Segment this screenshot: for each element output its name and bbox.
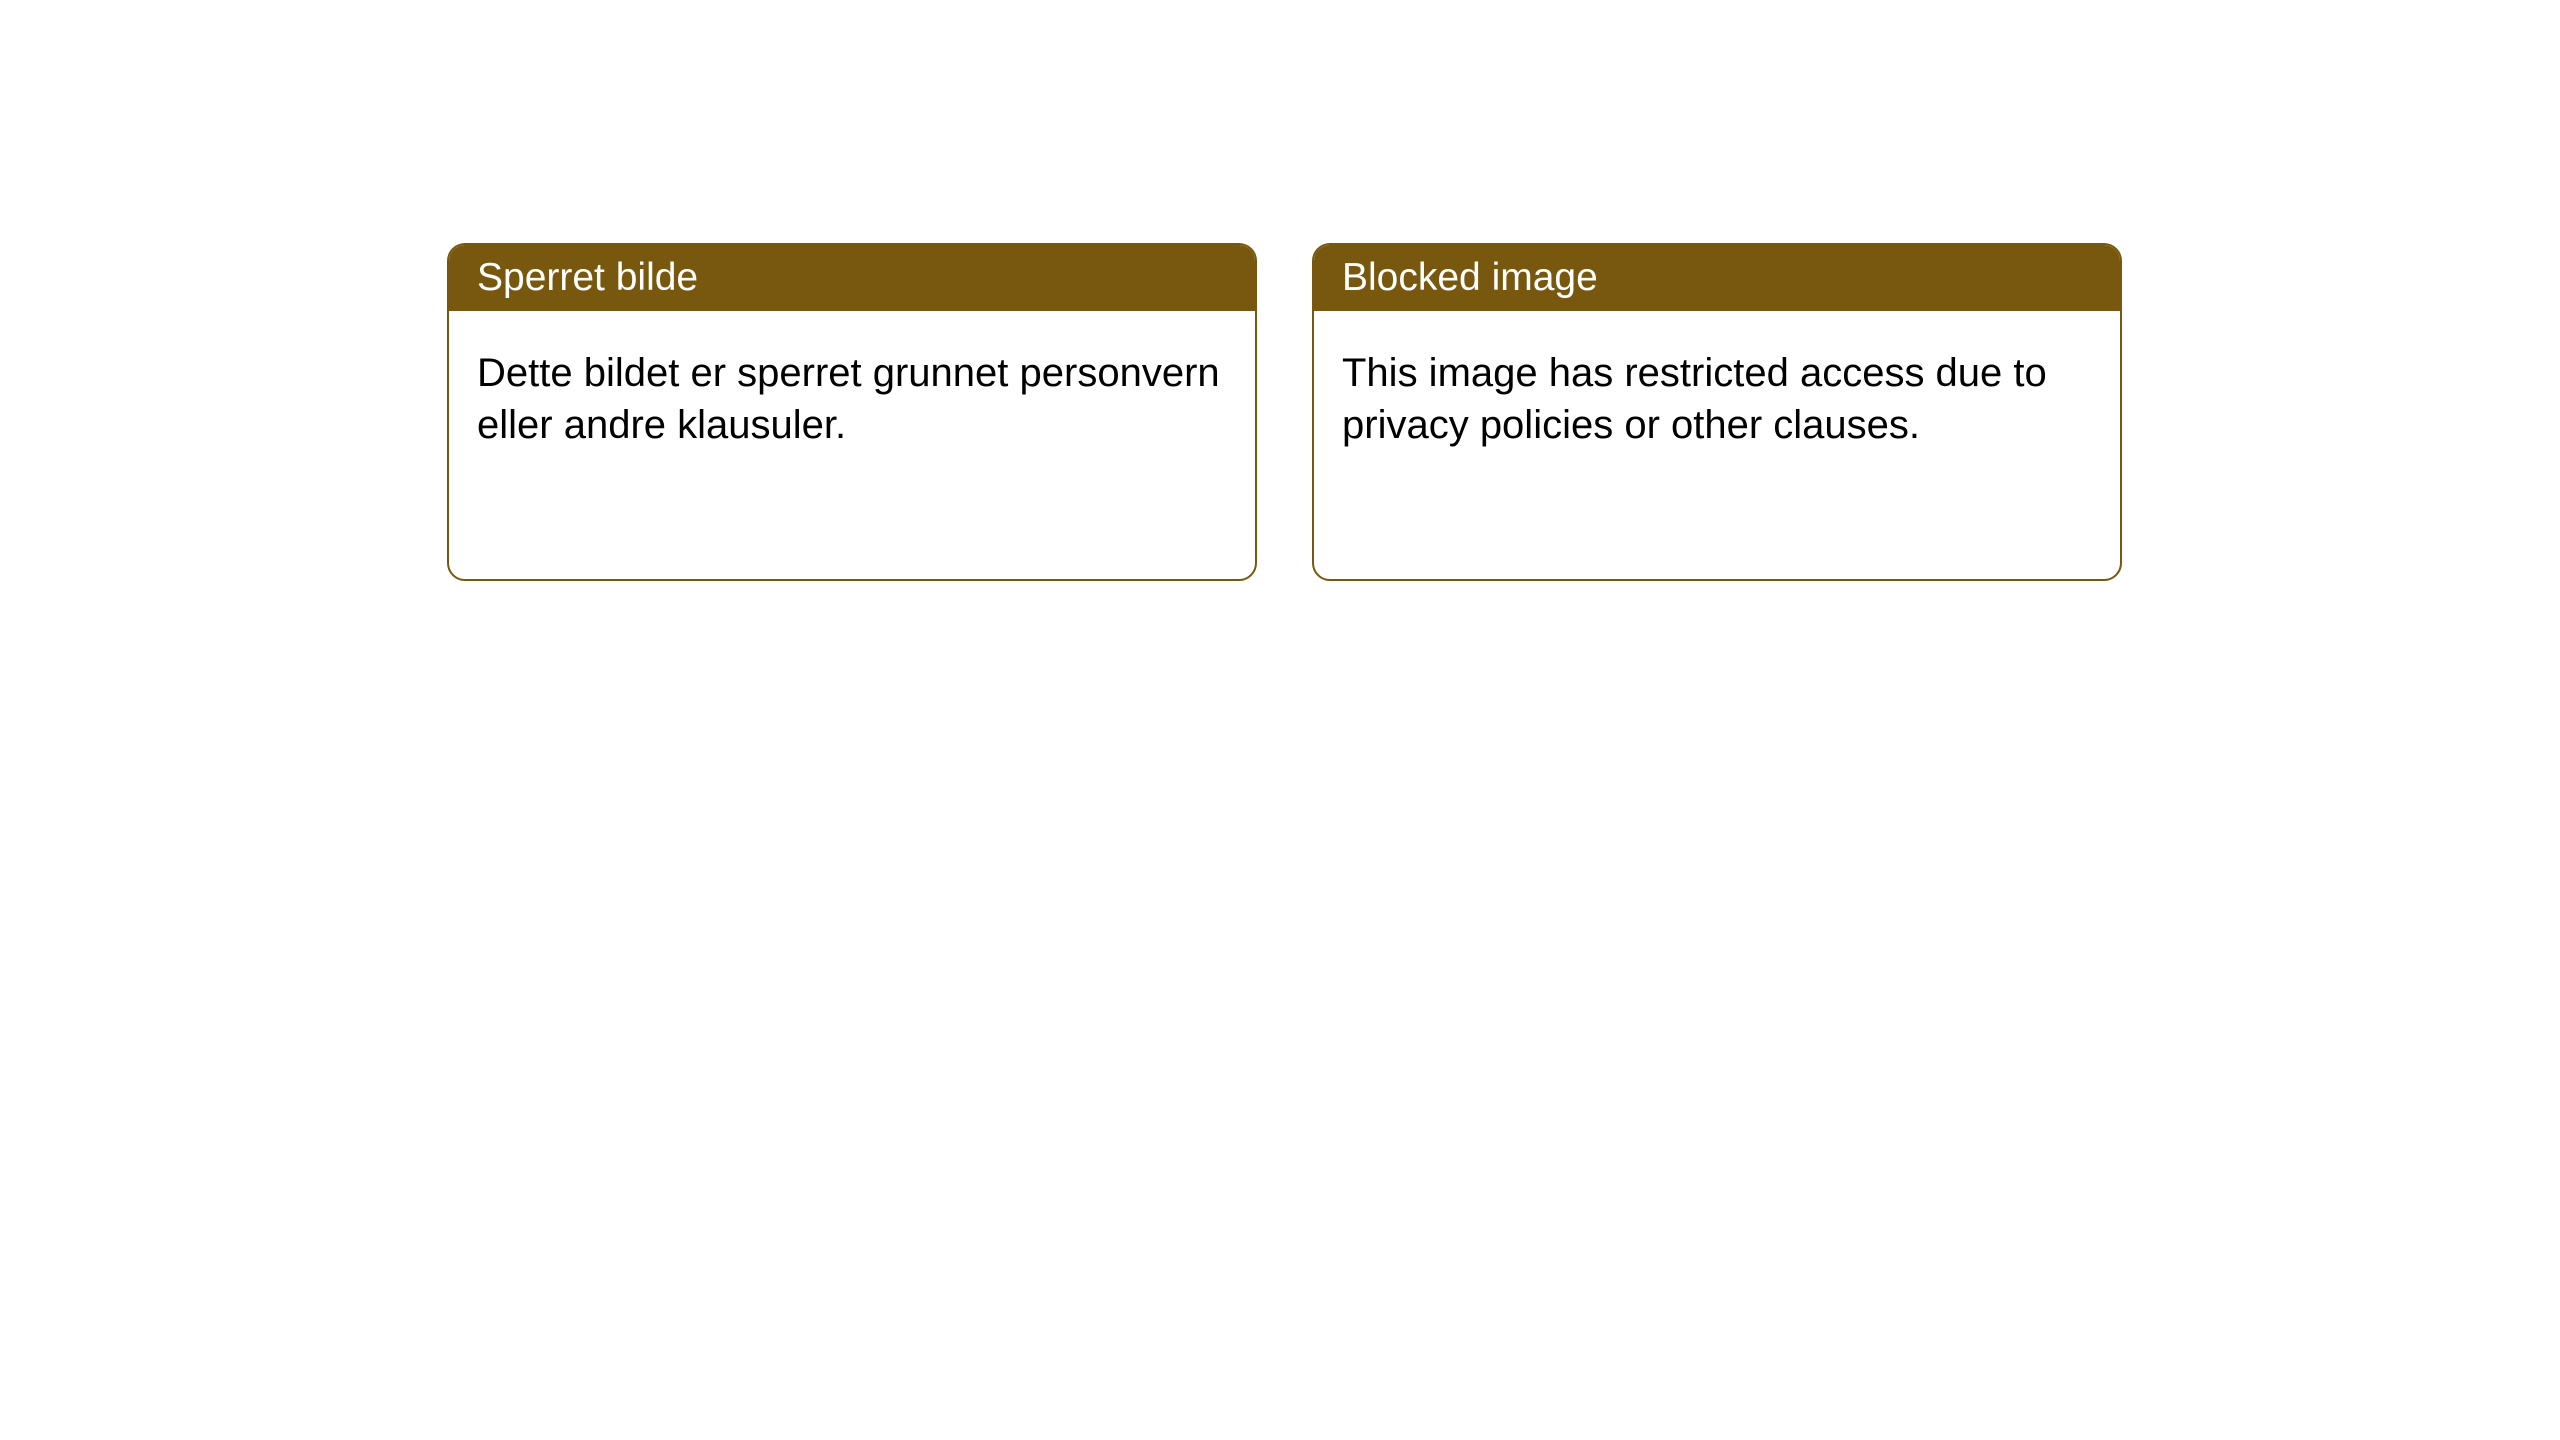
card-header: Sperret bilde [449,245,1255,311]
card-title: Blocked image [1342,256,1598,299]
notice-container: Sperret bilde Dette bildet er sperret gr… [447,243,2122,581]
card-body-text: This image has restricted access due to … [1342,351,2047,447]
card-title: Sperret bilde [477,256,698,299]
card-header: Blocked image [1314,245,2120,311]
card-body: Dette bildet er sperret grunnet personve… [449,311,1255,487]
notice-card-norwegian: Sperret bilde Dette bildet er sperret gr… [447,243,1257,581]
card-body: This image has restricted access due to … [1314,311,2120,487]
notice-card-english: Blocked image This image has restricted … [1312,243,2122,581]
card-body-text: Dette bildet er sperret grunnet personve… [477,351,1220,447]
